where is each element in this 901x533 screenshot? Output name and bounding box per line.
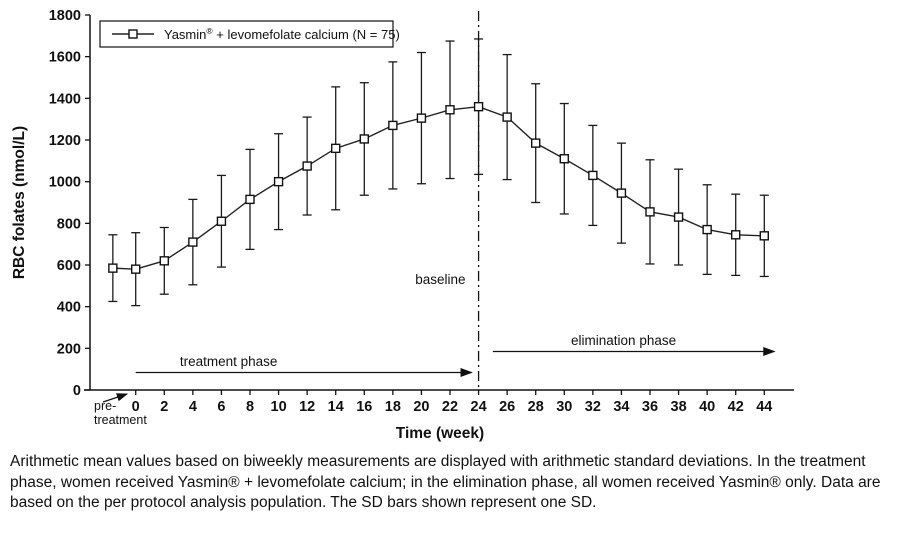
- svg-text:1200: 1200: [49, 133, 81, 149]
- svg-text:1000: 1000: [49, 175, 81, 191]
- error-bars: [108, 38, 769, 307]
- legend-marker-icon: [128, 29, 138, 39]
- svg-text:400: 400: [57, 300, 81, 316]
- svg-text:0: 0: [73, 383, 81, 399]
- svg-text:1600: 1600: [49, 50, 81, 66]
- figure-caption: Arithmetic mean values based on biweekly…: [10, 453, 881, 512]
- svg-text:30: 30: [556, 399, 572, 415]
- svg-text:28: 28: [528, 399, 544, 415]
- svg-text:32: 32: [585, 399, 601, 415]
- svg-text:34: 34: [613, 399, 629, 415]
- axes: [84, 15, 794, 391]
- legend-label: Yasmin® + levomefolate calcium (N = 75): [164, 26, 400, 42]
- pretreatment-arrow-icon: [102, 393, 129, 403]
- svg-text:20: 20: [413, 399, 429, 415]
- svg-text:26: 26: [499, 399, 515, 415]
- svg-text:treatment: treatment: [94, 413, 147, 427]
- svg-text:1800: 1800: [49, 8, 81, 24]
- series-line: [112, 105, 765, 270]
- svg-text:16: 16: [356, 399, 372, 415]
- svg-text:1400: 1400: [49, 91, 81, 107]
- svg-text:pre-: pre-: [94, 399, 116, 413]
- pretreatment-label: pre-treatment: [94, 393, 147, 427]
- svg-text:36: 36: [642, 399, 658, 415]
- rbc-folate-chart: 0 200 400 600 800 1000 1200 1400 1600 1800 0 2 4 6 8 10…: [11, 8, 794, 442]
- svg-text:14: 14: [328, 399, 344, 415]
- svg-text:8: 8: [246, 399, 254, 415]
- series-markers: [108, 101, 769, 274]
- svg-text:200: 200: [57, 341, 81, 357]
- legend: Yasmin® + levomefolate calcium (N = 75): [99, 20, 400, 48]
- svg-text:4: 4: [189, 399, 197, 415]
- svg-text:6: 6: [217, 399, 225, 415]
- svg-text:600: 600: [57, 258, 81, 274]
- svg-text:44: 44: [756, 399, 772, 415]
- svg-text:2: 2: [160, 399, 168, 415]
- svg-text:22: 22: [442, 399, 458, 415]
- svg-text:12: 12: [299, 399, 315, 415]
- svg-text:42: 42: [728, 399, 744, 415]
- x-axis-title: Time (week): [396, 425, 484, 442]
- svg-text:10: 10: [271, 399, 287, 415]
- svg-text:18: 18: [385, 399, 401, 415]
- svg-text:24: 24: [471, 399, 487, 415]
- svg-text:elimination phase: elimination phase: [571, 333, 676, 348]
- phase-arrows: treatment phase elimination phase: [135, 333, 776, 378]
- svg-text:0: 0: [132, 399, 140, 415]
- svg-text:38: 38: [671, 399, 687, 415]
- svg-text:baseline: baseline: [415, 272, 465, 287]
- svg-text:treatment phase: treatment phase: [180, 354, 278, 369]
- x-axis-ticks: 0 2 4 6 8 10 12 14 16 18 20 22 24 26 28 30 32 34 36 38 40 42 4…: [132, 390, 772, 415]
- y-axis-title: RBC folates (nmol/L): [11, 126, 28, 279]
- baseline-marker: baseline: [415, 11, 480, 390]
- svg-text:800: 800: [57, 216, 81, 232]
- svg-text:40: 40: [699, 399, 715, 415]
- y-axis-ticks: 0 200 400 600 800 1000 1200 1400 1600 1800: [49, 8, 90, 399]
